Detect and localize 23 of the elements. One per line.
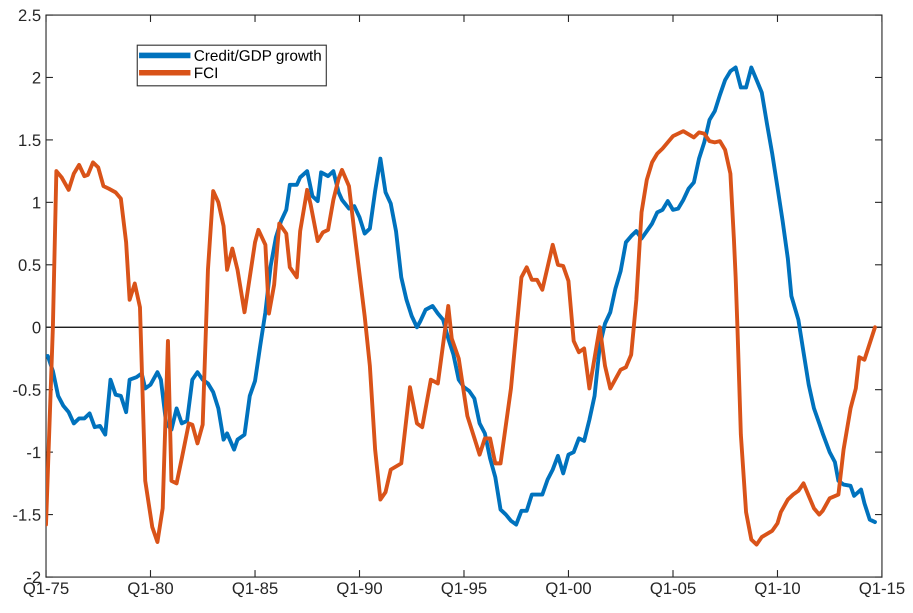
y-tick-label: -0.5 — [13, 384, 40, 396]
y-tick-label: 0.5 — [18, 259, 40, 271]
legend-label: FCI — [195, 67, 217, 78]
x-tick-label: Q1-00 — [546, 582, 591, 598]
y-tick-label: -2 — [27, 571, 40, 584]
y-tick-label: 1 — [33, 196, 40, 208]
x-tick-label: Q1-75 — [24, 582, 68, 598]
x-tick-label: Q1-15 — [860, 582, 904, 598]
y-tick-label: 0 — [32, 322, 41, 334]
line-series — [46, 129, 877, 546]
x-tick-label: Q1-10 — [755, 582, 800, 598]
y-tick-label: 1.5 — [19, 134, 40, 146]
y-tick-label: 2.5 — [18, 9, 40, 22]
x-tick-label: Q1-90 — [337, 582, 382, 598]
y-tick-label: -1 — [27, 446, 40, 458]
x-tick-label: Q1-85 — [232, 582, 278, 598]
x-tick-label: Q1-80 — [128, 582, 174, 598]
x-tick-label: Q1-95 — [442, 582, 486, 598]
legend-label: Credit/GDP growth — [194, 50, 321, 64]
x-tick-label: Q1-05 — [650, 582, 696, 598]
y-tick-label: -1.5 — [13, 509, 40, 521]
y-tick-label: 2 — [32, 72, 40, 84]
line-series — [46, 66, 877, 527]
